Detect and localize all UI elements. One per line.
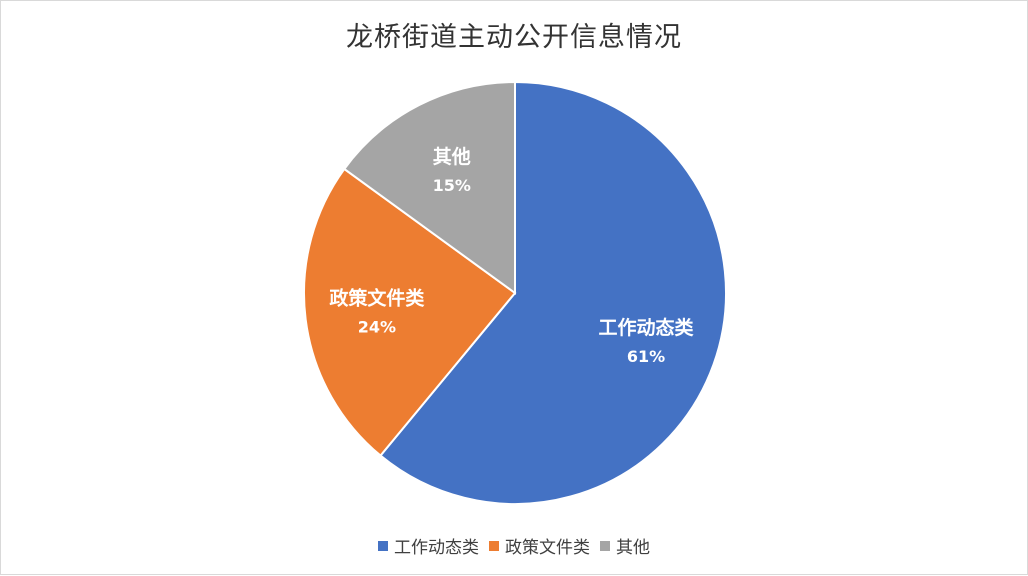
pie-slice-2 xyxy=(342,80,516,295)
legend-item-1: 政策文件类 xyxy=(489,533,590,558)
pie-slice-1 xyxy=(303,167,517,457)
legend-swatch-1 xyxy=(489,540,499,551)
chart-title: 龙桥街道主动公开信息情况 xyxy=(346,22,682,53)
slice-label-name-1: 政策文件类 xyxy=(329,286,424,309)
slice-label-name-0: 工作动态类 xyxy=(599,316,694,339)
legend-label-1: 政策文件类 xyxy=(505,538,590,558)
legend-label-2: 其他 xyxy=(616,538,650,558)
slice-label-value-2: 15% xyxy=(433,176,471,195)
slice-label-value-0: 61% xyxy=(627,347,665,366)
legend: 工作动态类 政策文件类 其他 xyxy=(1,533,1027,558)
slice-label-name-2: 其他 xyxy=(433,145,471,168)
legend-item-2: 其他 xyxy=(600,533,650,558)
legend-swatch-0 xyxy=(378,540,388,551)
legend-swatch-2 xyxy=(600,540,610,551)
pie-slice-0 xyxy=(379,80,727,505)
slice-label-value-1: 24% xyxy=(358,317,396,336)
legend-item-0: 工作动态类 xyxy=(378,533,479,558)
legend-label-0: 工作动态类 xyxy=(394,538,479,558)
